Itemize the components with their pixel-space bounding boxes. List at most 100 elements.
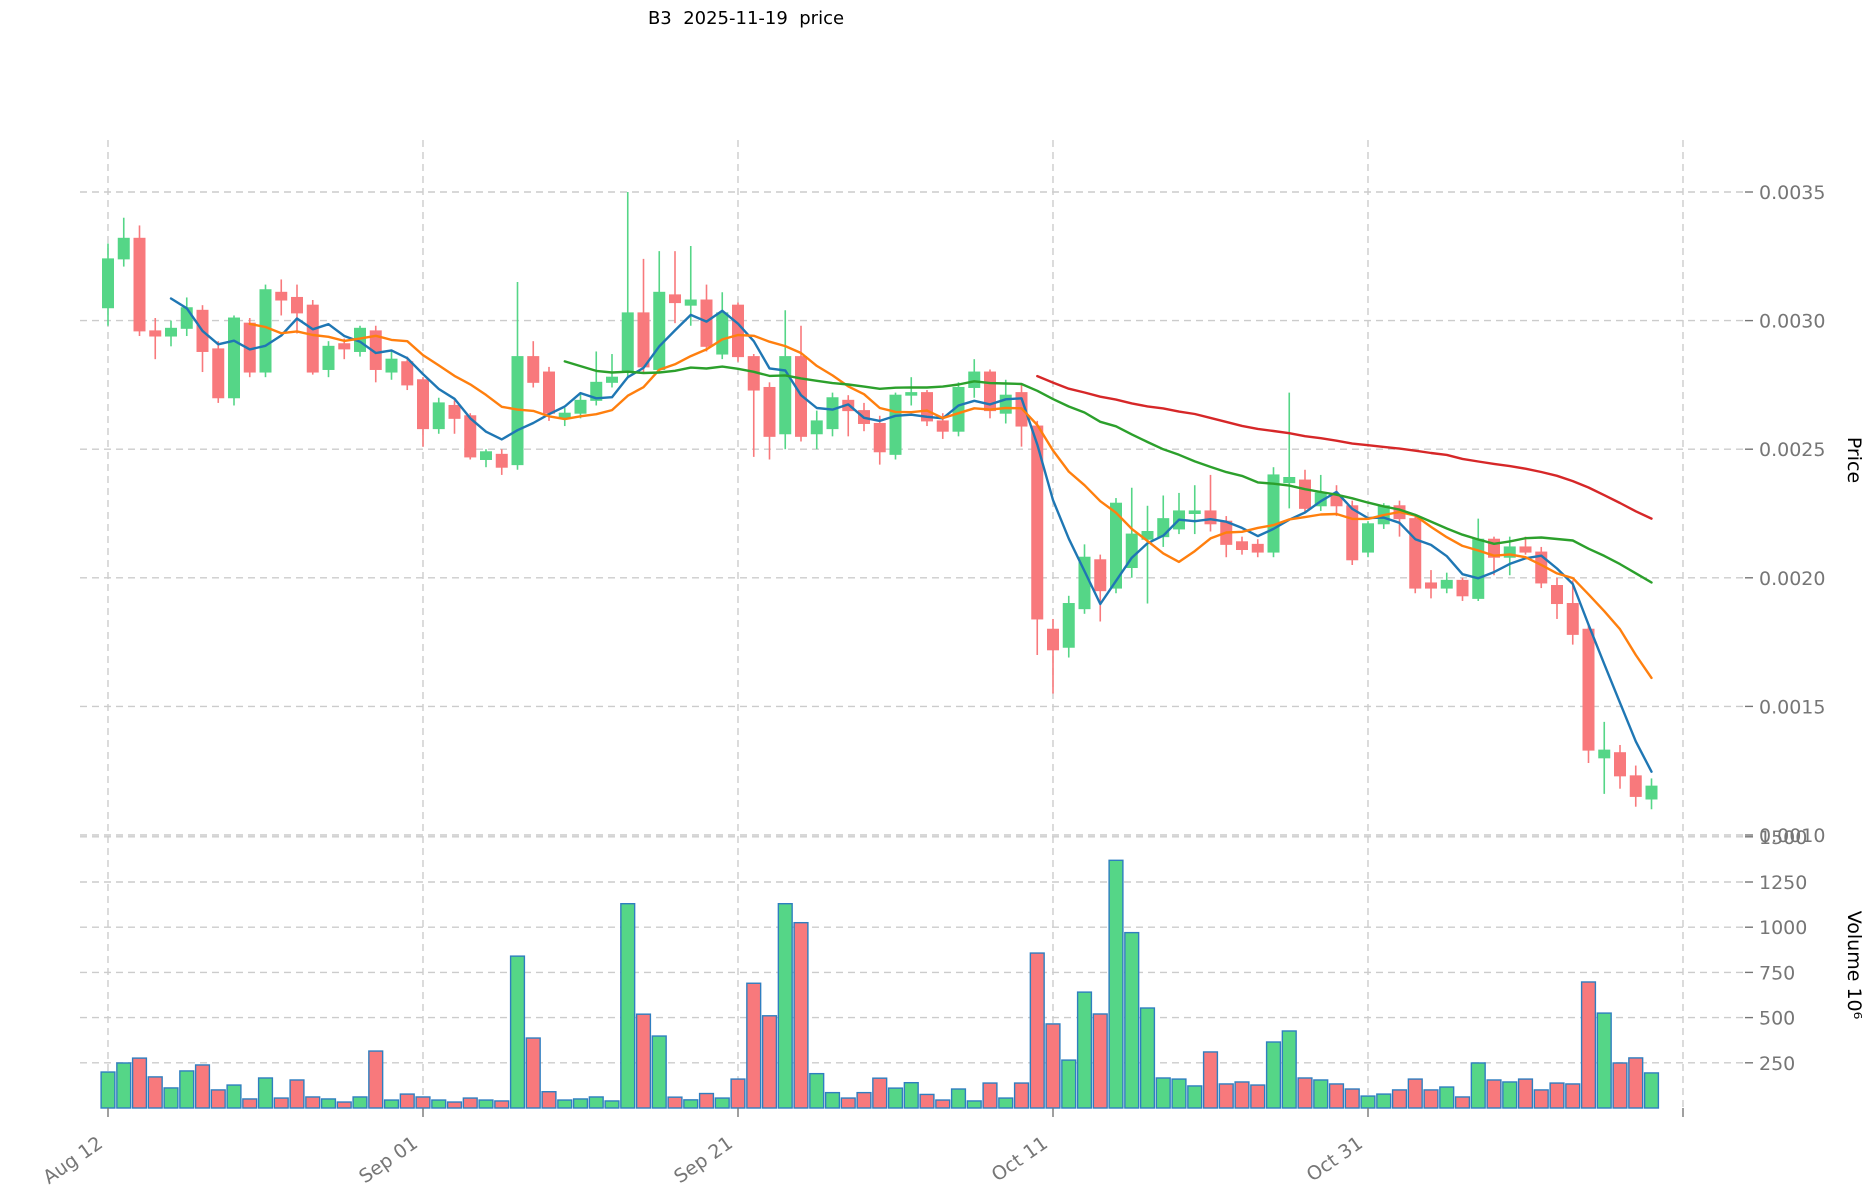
- candle-body: [1204, 510, 1217, 525]
- volume-bar: [1612, 1062, 1628, 1109]
- volume-tick-label: 250: [1759, 1053, 1795, 1075]
- candle-body: [1488, 538, 1500, 558]
- candle-body: [873, 422, 886, 453]
- volume-bar: [1486, 1079, 1502, 1109]
- volume-bar: [163, 1087, 179, 1109]
- candle-body: [495, 453, 508, 468]
- candle-body: [763, 386, 776, 437]
- volume-bar: [1502, 1081, 1518, 1109]
- volume-bar: [1596, 1012, 1612, 1109]
- candle-body: [228, 317, 240, 399]
- candle-body: [149, 330, 162, 337]
- volume-bar: [320, 1098, 337, 1109]
- x-tick-label: Oct 31: [1303, 1132, 1367, 1186]
- volume-bar: [903, 1081, 919, 1109]
- price-axis-label: Price: [1843, 437, 1865, 483]
- volume-bar: [572, 1098, 589, 1109]
- candle-body: [291, 296, 303, 314]
- price-tick-label: 0.0010: [1759, 825, 1825, 847]
- candle-body: [275, 291, 288, 301]
- volume-bar: [982, 1082, 998, 1109]
- candle-body: [1551, 585, 1563, 605]
- volume-bar: [541, 1091, 557, 1109]
- candle-body: [889, 394, 902, 455]
- volume-tick-label: 1250: [1759, 872, 1807, 894]
- volume-bars-layer: [100, 859, 1660, 1109]
- moving-average-line-5: [169, 297, 1653, 773]
- candle-body: [102, 258, 114, 309]
- candle-body: [1519, 546, 1532, 553]
- volume-bar: [1313, 1079, 1329, 1109]
- volume-bar: [604, 1100, 620, 1109]
- volume-bar: [777, 902, 793, 1109]
- candle-body: [1472, 538, 1485, 599]
- x-tick-label: Aug 12: [39, 1132, 107, 1189]
- volume-bar: [746, 982, 762, 1109]
- volume-bar: [226, 1084, 242, 1109]
- volume-bar: [1391, 1089, 1408, 1109]
- candle-body: [1299, 479, 1311, 509]
- volume-bar: [809, 1072, 825, 1109]
- volume-bar: [147, 1076, 163, 1109]
- candle-body: [1125, 533, 1138, 569]
- volume-bar: [1076, 991, 1093, 1109]
- candle-body: [1456, 579, 1469, 597]
- volume-bar: [257, 1077, 274, 1109]
- candle-body: [1188, 510, 1201, 515]
- volume-bar: [509, 955, 526, 1109]
- volume-bar: [1423, 1089, 1439, 1109]
- volume-bar: [1517, 1078, 1534, 1109]
- candle-body: [732, 304, 744, 358]
- volume-bar: [1376, 1093, 1392, 1109]
- volume-bar: [1013, 1082, 1030, 1109]
- candle-body: [448, 404, 461, 419]
- volume-bar: [1061, 1059, 1077, 1109]
- volume-bar: [887, 1087, 904, 1109]
- candle-body: [212, 348, 225, 399]
- price-tick-label: 0.0030: [1759, 311, 1825, 333]
- volume-bar: [446, 1101, 463, 1109]
- volume-tick-label: 750: [1759, 962, 1795, 984]
- volume-bar: [651, 1035, 667, 1109]
- volume-bar: [1297, 1077, 1313, 1109]
- volume-bar: [950, 1088, 967, 1109]
- volume-bar: [998, 1097, 1014, 1109]
- candle-body: [1110, 502, 1122, 589]
- candle-body: [1614, 752, 1626, 777]
- candle-body: [606, 376, 618, 383]
- x-tick-label: Oct 11: [988, 1132, 1052, 1186]
- candle-body: [543, 371, 555, 414]
- volume-bar: [635, 1013, 652, 1109]
- candle-body: [779, 356, 792, 435]
- price-tick-label: 0.0035: [1759, 182, 1825, 204]
- candle-body: [1503, 546, 1516, 558]
- candle-body: [936, 420, 949, 432]
- volume-bar: [1092, 1013, 1108, 1109]
- candle-body: [385, 358, 398, 373]
- volume-bar: [478, 1099, 494, 1109]
- candle-body: [716, 312, 729, 355]
- moving-average-lines-layer: [169, 297, 1653, 773]
- candle-body: [1062, 603, 1075, 648]
- volume-bar: [336, 1101, 352, 1109]
- candle-body: [921, 392, 933, 422]
- x-tick-label: Sep 01: [355, 1132, 422, 1188]
- price-tick-label: 0.0020: [1759, 568, 1825, 590]
- volume-bar: [683, 1099, 699, 1109]
- candle-body: [1346, 505, 1359, 561]
- candle-body: [669, 294, 681, 304]
- volume-bar: [1234, 1081, 1250, 1109]
- candle-body: [826, 397, 839, 430]
- candle-body: [590, 381, 603, 401]
- volume-bar: [131, 1057, 148, 1109]
- candle-body: [968, 371, 981, 388]
- volume-bar: [667, 1096, 683, 1109]
- moving-average-line-10: [248, 322, 1653, 680]
- candle-body: [480, 451, 492, 460]
- volume-bar: [399, 1093, 415, 1109]
- volume-bar: [714, 1097, 730, 1109]
- candle-body: [1582, 628, 1595, 751]
- candle-body: [1236, 541, 1248, 551]
- volume-bar: [1360, 1095, 1376, 1109]
